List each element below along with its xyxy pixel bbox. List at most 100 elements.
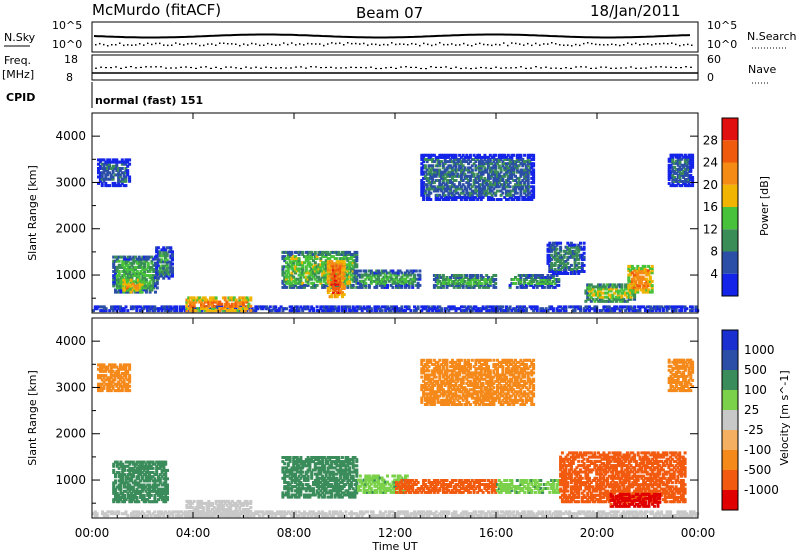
power-cell bbox=[283, 285, 287, 289]
power-cell bbox=[216, 305, 220, 309]
freq-point bbox=[200, 66, 202, 68]
power-cell bbox=[115, 280, 119, 284]
velocity-cell bbox=[176, 512, 180, 516]
power-cell bbox=[613, 305, 617, 309]
power-cell bbox=[515, 191, 519, 195]
power-cell bbox=[294, 281, 297, 285]
power-cell bbox=[306, 253, 310, 256]
velocity-cell bbox=[604, 512, 608, 516]
power-cell bbox=[134, 259, 137, 263]
velocity-cell bbox=[283, 514, 287, 518]
power-cell bbox=[465, 282, 469, 285]
power-cell bbox=[122, 288, 126, 292]
power-cell bbox=[369, 279, 373, 283]
power-cell bbox=[130, 263, 134, 267]
power-cell bbox=[483, 185, 487, 189]
power-cell bbox=[150, 278, 154, 282]
power-cell bbox=[499, 189, 503, 193]
velocity-cell bbox=[613, 512, 617, 516]
velocity-cell bbox=[506, 510, 510, 514]
power-cell bbox=[404, 305, 407, 309]
velocity-cell bbox=[613, 510, 617, 514]
power-cell bbox=[560, 257, 564, 261]
velocity-cell bbox=[175, 510, 178, 514]
power-cell bbox=[319, 257, 323, 261]
power-cell bbox=[685, 171, 689, 175]
power-cell bbox=[182, 307, 186, 311]
power-cell bbox=[333, 282, 337, 286]
power-cell bbox=[429, 164, 433, 168]
nsearch-point bbox=[251, 42, 253, 45]
power-cell bbox=[279, 305, 283, 309]
power-cell bbox=[517, 176, 521, 180]
velocity-cell bbox=[530, 510, 534, 514]
power-cell bbox=[598, 283, 602, 287]
power-cell bbox=[135, 265, 139, 269]
power-cell bbox=[530, 176, 534, 180]
power-cell bbox=[148, 286, 152, 290]
power-cell bbox=[494, 176, 498, 180]
power-cell bbox=[577, 272, 581, 275]
power-cell bbox=[315, 271, 319, 275]
power-cell bbox=[579, 253, 582, 257]
power-cell bbox=[151, 309, 155, 313]
power-cell bbox=[496, 179, 499, 182]
power-cell bbox=[550, 245, 554, 249]
power-cell bbox=[297, 285, 301, 289]
power-cell bbox=[669, 305, 673, 309]
power-cell bbox=[294, 279, 297, 283]
power-cell bbox=[458, 153, 462, 157]
power-cell bbox=[337, 291, 341, 295]
power-cell bbox=[488, 185, 492, 189]
power-cell bbox=[508, 168, 512, 172]
power-cell bbox=[143, 263, 147, 267]
power-cell bbox=[294, 259, 297, 263]
power-cell bbox=[423, 307, 427, 311]
power-cell bbox=[324, 309, 328, 313]
power-cell bbox=[499, 307, 503, 311]
power-cell bbox=[425, 172, 429, 176]
power-cell bbox=[682, 173, 686, 177]
power-cell bbox=[524, 164, 528, 168]
power-cell bbox=[112, 265, 116, 269]
velocity-cell bbox=[176, 514, 180, 518]
power-cell bbox=[476, 282, 480, 285]
power-cell bbox=[521, 198, 525, 201]
power-cell bbox=[496, 189, 499, 193]
power-cell bbox=[169, 262, 173, 266]
velocity-cell bbox=[358, 510, 362, 514]
power-cell bbox=[613, 309, 617, 313]
power-cell bbox=[297, 253, 301, 256]
power-cell bbox=[503, 153, 507, 157]
freq-point bbox=[600, 66, 602, 68]
power-cell bbox=[472, 282, 476, 285]
power-cell bbox=[494, 153, 498, 157]
power-cell bbox=[557, 268, 561, 271]
power-cell bbox=[694, 307, 698, 311]
power-cell bbox=[454, 283, 458, 287]
power-cell bbox=[560, 307, 564, 311]
velocity-cell bbox=[440, 514, 444, 518]
power-cell bbox=[548, 285, 552, 289]
velocity-cell bbox=[102, 512, 106, 516]
power-cell bbox=[301, 250, 305, 254]
power-cell bbox=[423, 191, 427, 195]
power-cell bbox=[371, 273, 375, 277]
power-cell bbox=[349, 269, 353, 273]
power-cell bbox=[528, 195, 532, 199]
power-cell bbox=[114, 276, 117, 280]
velocity-cell bbox=[277, 510, 281, 514]
power-cell bbox=[519, 276, 523, 279]
power-cell bbox=[165, 252, 169, 256]
power-cell bbox=[447, 191, 451, 195]
nsearch-point bbox=[475, 43, 477, 45]
power-cell bbox=[319, 263, 323, 267]
power-cell bbox=[98, 167, 102, 170]
power-cell bbox=[367, 269, 371, 273]
nsearch-point bbox=[387, 44, 389, 46]
power-cell bbox=[332, 262, 336, 266]
power-cell bbox=[478, 307, 481, 311]
power-cell bbox=[337, 268, 341, 272]
power-cell bbox=[389, 273, 393, 277]
power-cell bbox=[615, 287, 618, 291]
